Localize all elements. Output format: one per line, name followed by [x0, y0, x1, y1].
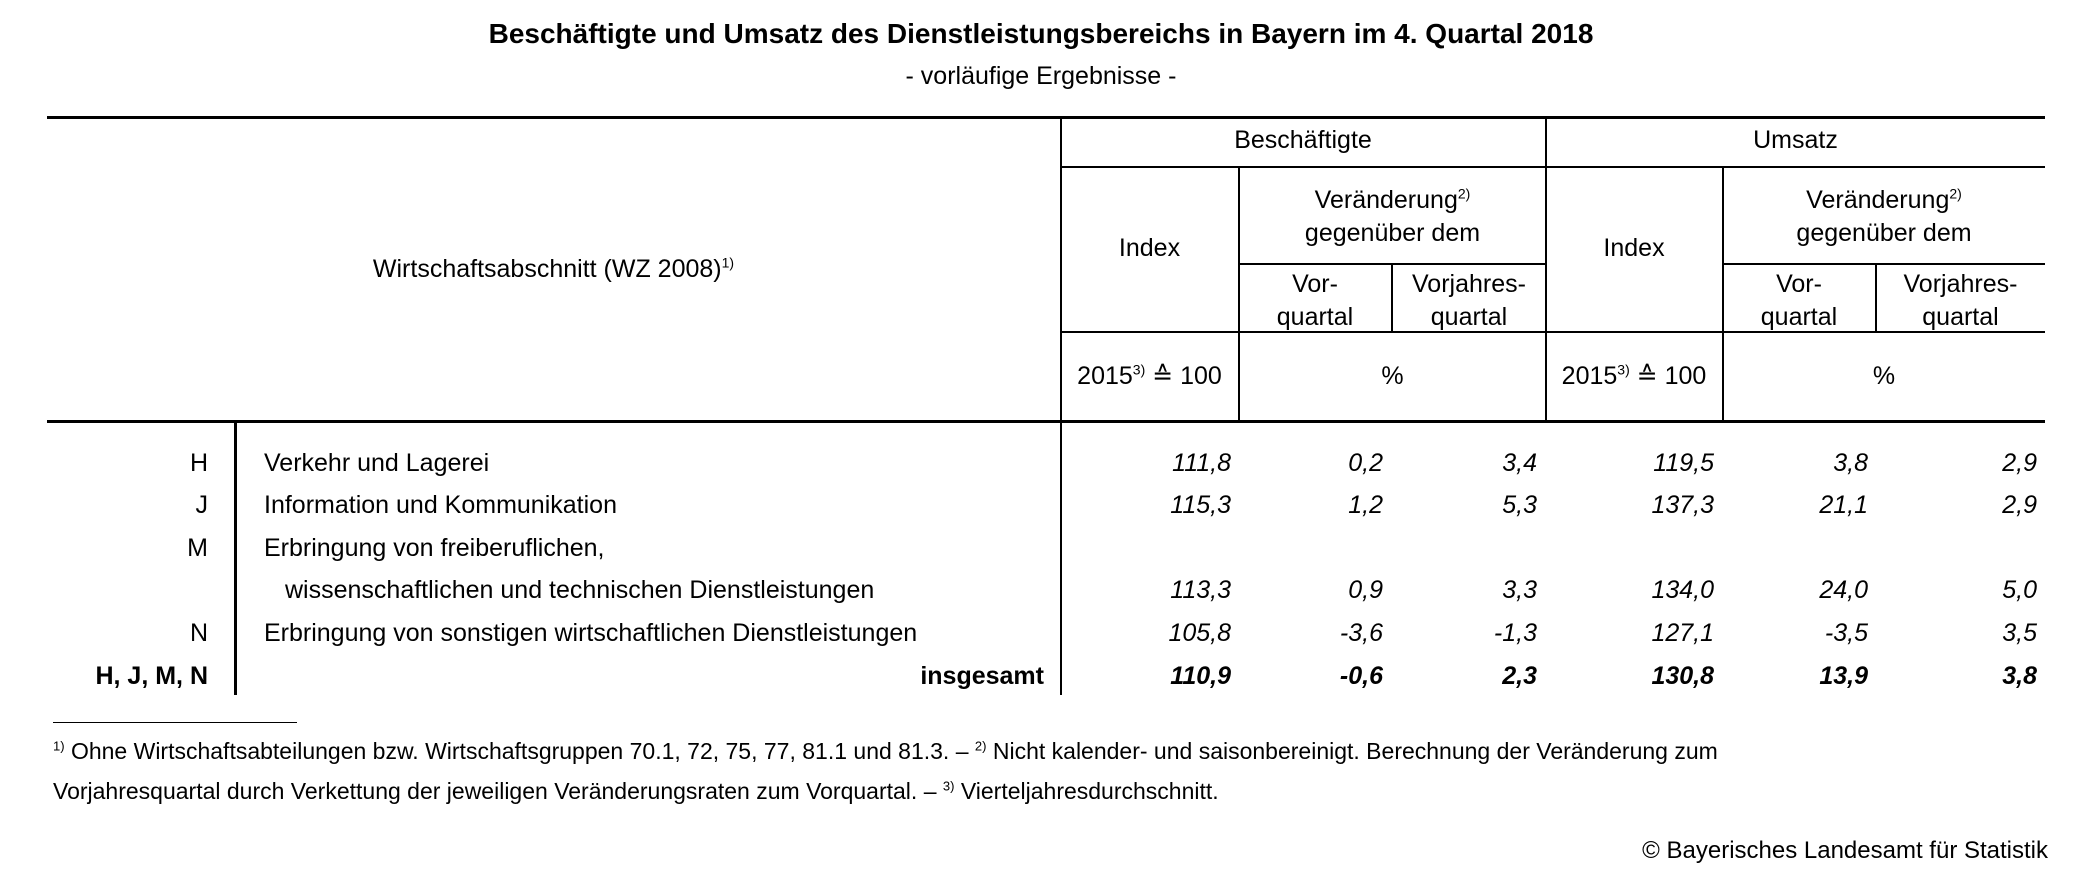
cell-employees-index: 105,8	[1168, 619, 1231, 647]
cell-employees-prev-quarter: 1,2	[1348, 491, 1383, 519]
total-label: insgesamt	[920, 662, 1044, 690]
cell-revenue-index: 137,3	[1651, 491, 1714, 519]
cell-employees-prev-year: 5,3	[1502, 491, 1537, 519]
stub-divider-body	[1060, 421, 1062, 695]
col-divider-revenue-index	[1722, 166, 1724, 421]
revenue-percent-unit: %	[1872, 362, 1896, 390]
col-divider-revenue-change	[1875, 263, 1877, 332]
cell-employees-prev-year: 3,3	[1502, 576, 1537, 604]
cell-revenue-prev-year: 2,9	[2002, 449, 2037, 477]
cell-revenue-index: 134,0	[1651, 576, 1714, 604]
cell-revenue-index: 119,5	[1653, 449, 1714, 477]
total-employees-index: 110,9	[1170, 662, 1231, 690]
copyright: © Bayerisches Landesamt für Statistik	[1642, 837, 2048, 864]
revenue-prev-quarter-header: Vor-quartal	[1760, 270, 1838, 331]
group-header-rule-employees	[1061, 166, 1546, 168]
row-label: Information und Kommunikation	[264, 491, 617, 519]
employees-prev-year-header: Vorjahres-quartal	[1412, 270, 1526, 331]
cell-revenue-prev-quarter: 3,8	[1833, 449, 1868, 477]
cell-revenue-prev-year: 5,0	[2002, 576, 2037, 604]
row-label: Verkehr und Lagerei	[264, 449, 490, 477]
cell-revenue-index: 127,1	[1651, 619, 1714, 647]
row-code: N	[189, 619, 208, 647]
total-revenue-prev-year: 3,8	[2002, 662, 2037, 690]
revenue-change-header: Veränderung2) gegenüber dem	[1796, 185, 1972, 247]
row-label-continued: wissenschaftlichen und technischen Diens…	[285, 576, 875, 604]
cell-employees-prev-year: 3,4	[1502, 449, 1537, 477]
table-top-rule	[47, 116, 2045, 119]
change-rule-revenue	[1723, 263, 2045, 265]
code-divider-body	[234, 421, 237, 695]
employees-base-unit: 20153) ≙ 100	[1077, 361, 1222, 390]
revenue-prev-year-header: Vorjahres-quartal	[1903, 270, 2018, 331]
cell-employees-prev-quarter: -3,6	[1339, 619, 1383, 647]
total-employees-prev-quarter: -0,6	[1339, 662, 1383, 690]
employees-index-header: Index	[1118, 234, 1181, 262]
group-divider	[1545, 116, 1547, 421]
cell-employees-index: 115,3	[1170, 491, 1231, 519]
cell-revenue-prev-quarter: 24,0	[1819, 576, 1868, 604]
header-bottom-rule	[47, 420, 2045, 423]
employees-prev-quarter-header: Vor-quartal	[1276, 270, 1354, 331]
total-employees-prev-year: 2,3	[1502, 662, 1537, 690]
cell-employees-index: 113,3	[1170, 576, 1231, 604]
row-code: H	[189, 449, 208, 477]
cell-revenue-prev-quarter: 21,1	[1819, 491, 1868, 519]
stub-divider-header	[1060, 116, 1062, 421]
cell-revenue-prev-quarter: -3,5	[1824, 619, 1868, 647]
footnote-line-2: Vorjahresquartal durch Verkettung der je…	[53, 778, 1219, 804]
page-title: Beschäftigte und Umsatz des Dienstleistu…	[488, 18, 1594, 49]
employees-change-header: Veränderung2) gegenüber dem	[1304, 185, 1481, 247]
group-revenue-label: Umsatz	[1753, 126, 1838, 154]
group-header-rule-revenue	[1546, 166, 2045, 168]
cell-revenue-prev-year: 3,5	[2002, 619, 2037, 647]
footnote-separator	[53, 722, 297, 723]
total-revenue-index: 130,8	[1651, 662, 1714, 690]
row-code: J	[195, 491, 209, 519]
total-revenue-prev-quarter: 13,9	[1819, 662, 1868, 690]
cell-revenue-prev-year: 2,9	[2002, 491, 2037, 519]
group-employees-label: Beschäftigte	[1234, 126, 1372, 154]
subheader-rule	[1061, 331, 2045, 333]
col-divider-employees-change	[1391, 263, 1393, 332]
cell-employees-prev-quarter: 0,9	[1348, 576, 1383, 604]
footnote-line-1: 1) Ohne Wirtschaftsabteilungen bzw. Wirt…	[53, 738, 1718, 764]
row-label: Erbringung von freiberuflichen,	[264, 534, 605, 562]
total-code: H, J, M, N	[95, 662, 208, 690]
cell-employees-prev-year: -1,3	[1493, 619, 1537, 647]
col-divider-employees-index	[1238, 166, 1240, 421]
page-subtitle: - vorläufige Ergebnisse -	[905, 62, 1177, 90]
row-code: M	[187, 534, 208, 562]
stub-header: Wirtschaftsabschnitt (WZ 2008)1)	[372, 254, 735, 283]
cell-employees-prev-quarter: 0,2	[1348, 449, 1383, 477]
cell-employees-index: 111,8	[1172, 449, 1231, 477]
revenue-index-header: Index	[1603, 234, 1665, 262]
revenue-base-unit: 20153) ≙ 100	[1561, 361, 1707, 390]
employees-percent-unit: %	[1381, 362, 1404, 390]
row-label: Erbringung von sonstigen wirtschaftliche…	[264, 619, 918, 647]
